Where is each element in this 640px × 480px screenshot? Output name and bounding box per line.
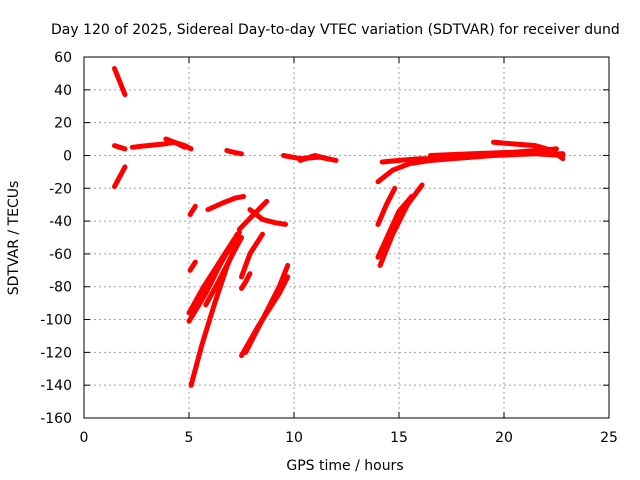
y-tick-label: 20 — [54, 116, 72, 132]
series-arc13 — [224, 148, 244, 157]
series-arc17 — [243, 262, 291, 355]
x-tick-label: 25 — [600, 430, 618, 446]
chart-title: Day 120 of 2025, Sidereal Day-to-day VTE… — [51, 22, 620, 38]
series-arc18 — [236, 198, 270, 232]
x-tick-label: 0 — [80, 430, 89, 446]
y-tick-label: -140 — [40, 378, 72, 394]
x-axis-label: GPS time / hours — [286, 458, 403, 474]
series-arc21 — [297, 153, 331, 163]
series-arc19 — [247, 207, 289, 227]
y-tick-label: -120 — [40, 345, 72, 361]
data-series — [112, 66, 566, 388]
series-arc03 — [112, 164, 128, 190]
y-tick-label: -160 — [40, 411, 72, 427]
x-tick-label: 15 — [390, 430, 408, 446]
y-tick-label: -40 — [49, 214, 72, 230]
series-arc14 — [239, 271, 253, 291]
series-arc05 — [163, 136, 188, 150]
series-arc09 — [186, 231, 240, 324]
series-arc23 — [377, 182, 425, 268]
series-arc02 — [112, 143, 128, 152]
series-arc12 — [205, 194, 247, 213]
y-axis-label: SDTVAR / TECUs — [6, 181, 22, 296]
series-arc15 — [239, 231, 265, 280]
plot-frame — [83, 56, 610, 419]
y-tick-label: 60 — [54, 50, 72, 66]
y-tick-label: 40 — [54, 83, 72, 99]
y-tick-label: -100 — [40, 313, 72, 329]
series-arc01 — [112, 66, 128, 98]
y-tick-label: 0 — [63, 148, 72, 164]
x-tick-label: 20 — [495, 430, 513, 446]
x-tick-label: 5 — [185, 430, 194, 446]
x-tick-label: 10 — [285, 430, 303, 446]
series-arc11 — [203, 235, 244, 308]
series-arc30 — [486, 146, 559, 157]
y-tick-label: -60 — [49, 247, 72, 263]
series-arc29 — [491, 139, 566, 162]
series-arc24 — [375, 185, 398, 227]
axis-ticks: 0 5 10 15 20 25 -160 -140 -120 -100 -80 -60 -40 -20 0 2… — [40, 50, 618, 446]
series-arc07 — [187, 259, 198, 273]
y-tick-label: -80 — [49, 280, 72, 296]
grid — [84, 57, 609, 418]
series-arc06 — [187, 203, 198, 217]
y-tick-label: -20 — [49, 181, 72, 197]
